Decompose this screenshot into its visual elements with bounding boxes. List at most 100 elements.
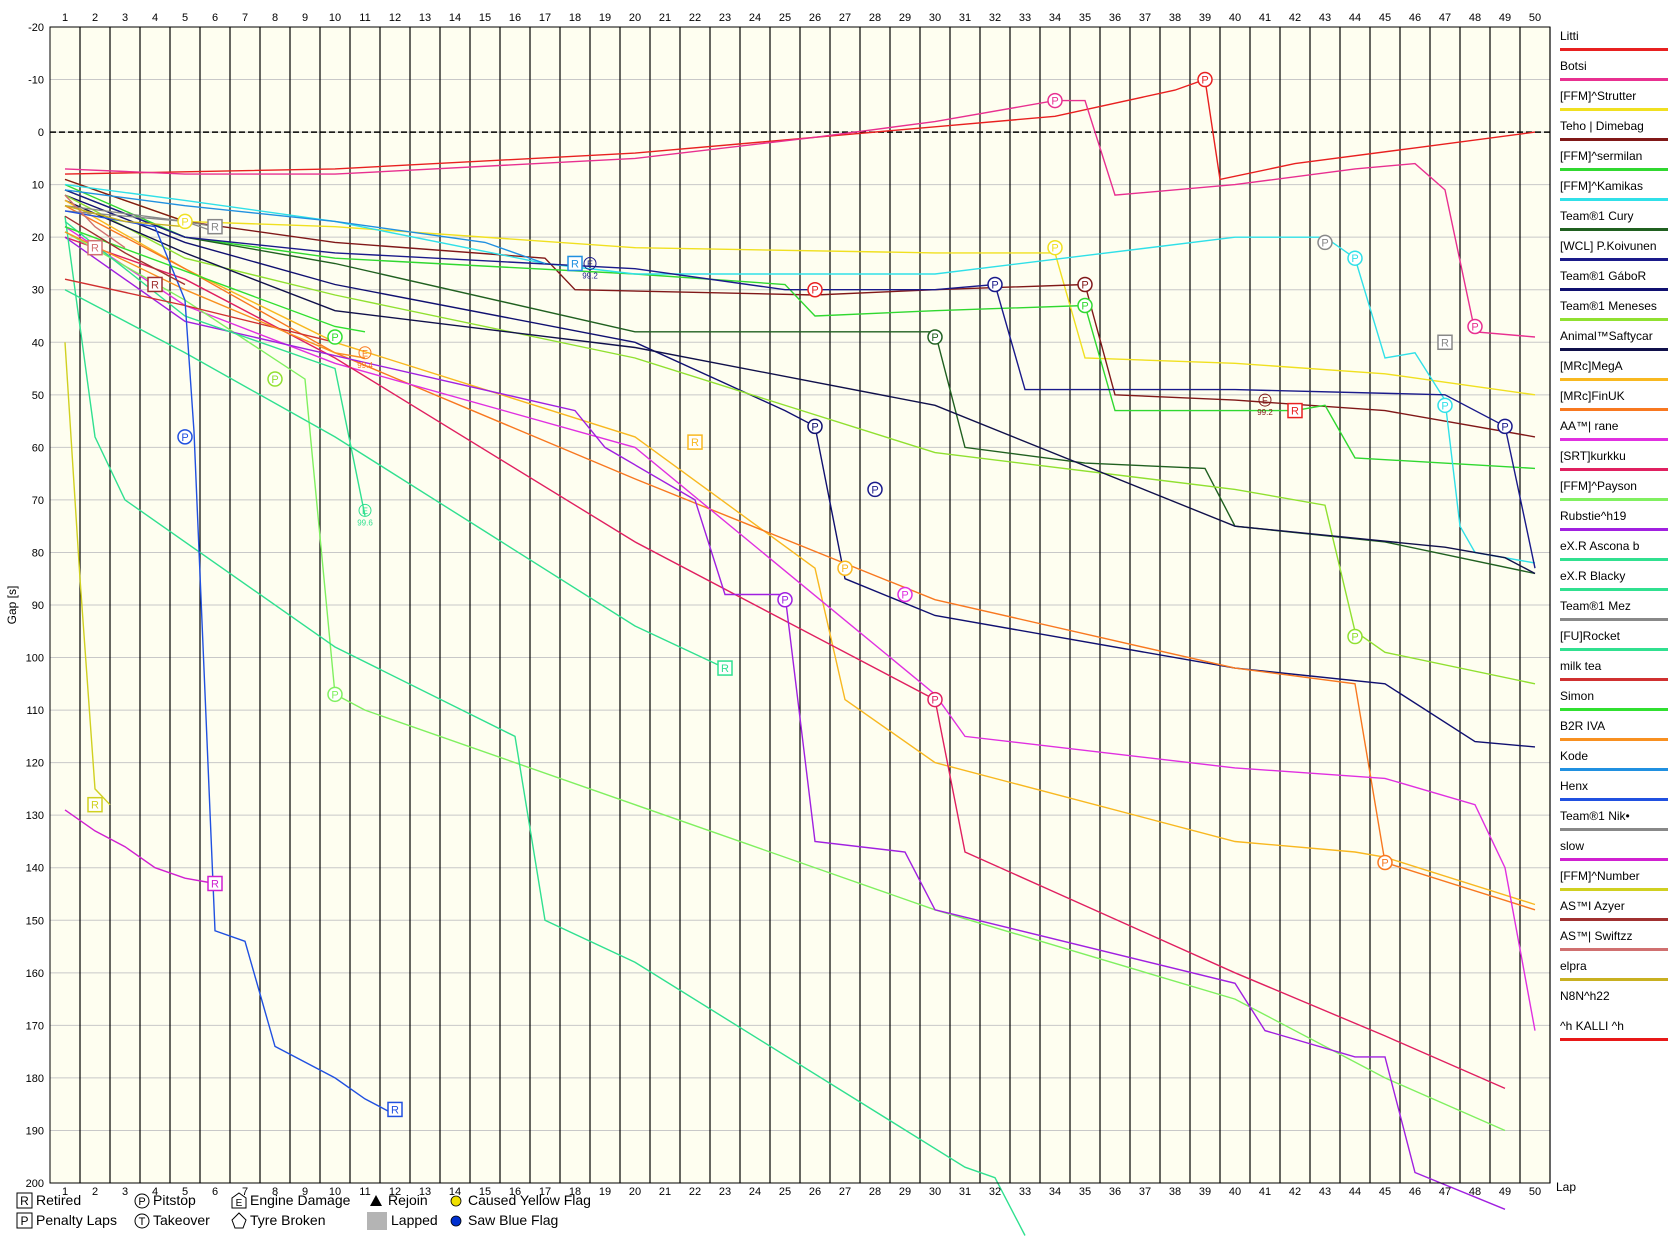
axes-group: 1122334455667788991010111112121313141415… bbox=[5, 12, 1576, 1198]
x-tick-label-top: 1 bbox=[62, 12, 68, 24]
x-axis-label: Lap bbox=[1556, 1180, 1576, 1194]
series-line bbox=[64, 178, 1536, 396]
marker-symbol: P bbox=[1201, 75, 1208, 87]
series-line bbox=[64, 178, 1536, 438]
pitstop-marker bbox=[1497, 418, 1513, 435]
marker-symbol: R bbox=[211, 222, 219, 234]
retired-marker bbox=[567, 255, 583, 272]
pitstop-marker bbox=[1077, 276, 1093, 293]
x-tick-label-bottom: 9 bbox=[302, 1186, 308, 1198]
legend-entry-swatch bbox=[1560, 168, 1668, 171]
x-tick-label-top: 8 bbox=[272, 12, 278, 24]
annotations-group: E 99.2 E 99.4 E 99.6 E 99.2 bbox=[357, 256, 1273, 527]
legend-entry-swatch bbox=[1560, 78, 1668, 81]
legend-entry-label: eX.R Blacky bbox=[1560, 569, 1625, 583]
x-tick-label-bottom: 33 bbox=[1019, 1186, 1031, 1198]
x-tick-label-top: 32 bbox=[989, 12, 1001, 24]
x-tick-label-top: 26 bbox=[809, 12, 821, 24]
retired-marker bbox=[717, 660, 733, 676]
legend-symbol-tyre bbox=[231, 1212, 247, 1229]
legend-entry-swatch bbox=[1560, 378, 1668, 381]
marker-symbol: P bbox=[781, 595, 788, 607]
marker-symbol: P bbox=[1321, 237, 1328, 249]
x-tick-label-bottom: 41 bbox=[1259, 1186, 1271, 1198]
pitstop-marker bbox=[1437, 397, 1453, 414]
legend-symbol-label: Pitstop bbox=[153, 1192, 196, 1208]
legend-entry-swatch bbox=[1560, 948, 1668, 951]
x-tick-label-top: 22 bbox=[689, 12, 701, 24]
marker-symbol: R bbox=[1441, 337, 1449, 349]
legend-entry-label: Teho | Dimebag bbox=[1560, 119, 1644, 133]
x-tick-label-top: 39 bbox=[1199, 12, 1211, 24]
x-tick-label-bottom: 2 bbox=[92, 1186, 98, 1198]
pitstop-marker bbox=[807, 281, 823, 298]
series-line bbox=[64, 194, 1536, 685]
series-line bbox=[64, 78, 1536, 181]
series-line bbox=[64, 99, 1536, 338]
marker-symbol: P bbox=[1351, 632, 1358, 644]
legend-symbol-label: Takeover bbox=[153, 1212, 210, 1228]
y-tick-label: 120 bbox=[26, 758, 44, 770]
x-tick-label-bottom: 5 bbox=[182, 1186, 188, 1198]
legend-symbol-dot bbox=[450, 1195, 462, 1207]
y-tick-label: 100 bbox=[26, 653, 44, 665]
y-tick-label: 160 bbox=[26, 968, 44, 980]
pitstop-marker bbox=[1467, 318, 1483, 335]
pitstop-marker bbox=[327, 329, 343, 345]
marker-symbol: P bbox=[331, 689, 338, 701]
legend-entry-swatch bbox=[1560, 498, 1668, 501]
x-tick-label-bottom: 46 bbox=[1409, 1186, 1421, 1198]
legend-entry-label: [FFM]^Payson bbox=[1560, 479, 1637, 493]
y-tick-label: 0 bbox=[38, 127, 44, 139]
marker-symbol: P bbox=[181, 432, 188, 444]
legend-entry-label: Kode bbox=[1560, 749, 1588, 763]
x-tick-label-top: 28 bbox=[869, 12, 881, 24]
series-line bbox=[64, 194, 126, 249]
x-tick-label-bottom: 13 bbox=[419, 1186, 431, 1198]
x-tick-label-bottom: 12 bbox=[389, 1186, 401, 1198]
series-line bbox=[64, 199, 1536, 575]
x-tick-label-bottom: 37 bbox=[1139, 1186, 1151, 1198]
x-tick-label-bottom: 28 bbox=[869, 1186, 881, 1198]
marker-symbol: R bbox=[721, 663, 729, 675]
engine-damage-value: 99.2 bbox=[1257, 408, 1273, 417]
legend-entry-swatch bbox=[1560, 708, 1668, 711]
marker-symbol: P bbox=[811, 285, 818, 297]
legend-entry-swatch bbox=[1560, 918, 1668, 921]
pitstop-marker bbox=[327, 686, 343, 703]
x-tick-label-top: 6 bbox=[212, 12, 218, 24]
marker-symbol: R bbox=[151, 279, 159, 291]
x-tick-label-bottom: 39 bbox=[1199, 1186, 1211, 1198]
legend-entry-label: AA™| rane bbox=[1560, 419, 1619, 433]
grid-lines bbox=[50, 26, 1551, 1184]
y-tick-label: 80 bbox=[32, 547, 44, 559]
legend-entry-label: Team®1 Cury bbox=[1560, 209, 1634, 223]
legend-symbol-rejoin bbox=[370, 1195, 382, 1206]
x-tick-label-top: 47 bbox=[1439, 12, 1451, 24]
legend-entry-swatch bbox=[1560, 258, 1668, 261]
engine-damage-symbol: E bbox=[587, 259, 593, 269]
legend-entry-label: milk tea bbox=[1560, 659, 1602, 673]
pitstop-marker bbox=[927, 329, 943, 345]
legend-entry-swatch bbox=[1560, 678, 1668, 681]
x-tick-label-bottom: 11 bbox=[359, 1186, 370, 1198]
legend-entry-label: ^h KALLI ^h bbox=[1560, 1019, 1624, 1033]
retired-marker bbox=[147, 276, 163, 293]
legend-symbol-label: Tyre Broken bbox=[250, 1212, 325, 1228]
x-tick-label-bottom: 25 bbox=[779, 1186, 791, 1198]
retired-marker bbox=[207, 218, 223, 235]
y-tick-label: 200 bbox=[26, 1178, 44, 1190]
legend-entry-swatch bbox=[1560, 648, 1668, 651]
y-tick-label: 60 bbox=[32, 442, 44, 454]
legend-entry-swatch bbox=[1560, 1008, 1668, 1011]
retired-marker bbox=[1287, 402, 1303, 419]
marker-symbol: P bbox=[1441, 400, 1448, 412]
legend-entry-swatch bbox=[1560, 138, 1668, 141]
y-tick-label: 110 bbox=[26, 705, 44, 717]
series-line bbox=[64, 226, 366, 333]
x-tick-label-bottom: 42 bbox=[1289, 1186, 1301, 1198]
x-tick-label-bottom: 23 bbox=[719, 1186, 731, 1198]
x-tick-label-top: 21 bbox=[659, 12, 671, 24]
x-tick-label-top: 40 bbox=[1229, 12, 1241, 24]
engine-damage-value: 99.6 bbox=[357, 518, 373, 527]
